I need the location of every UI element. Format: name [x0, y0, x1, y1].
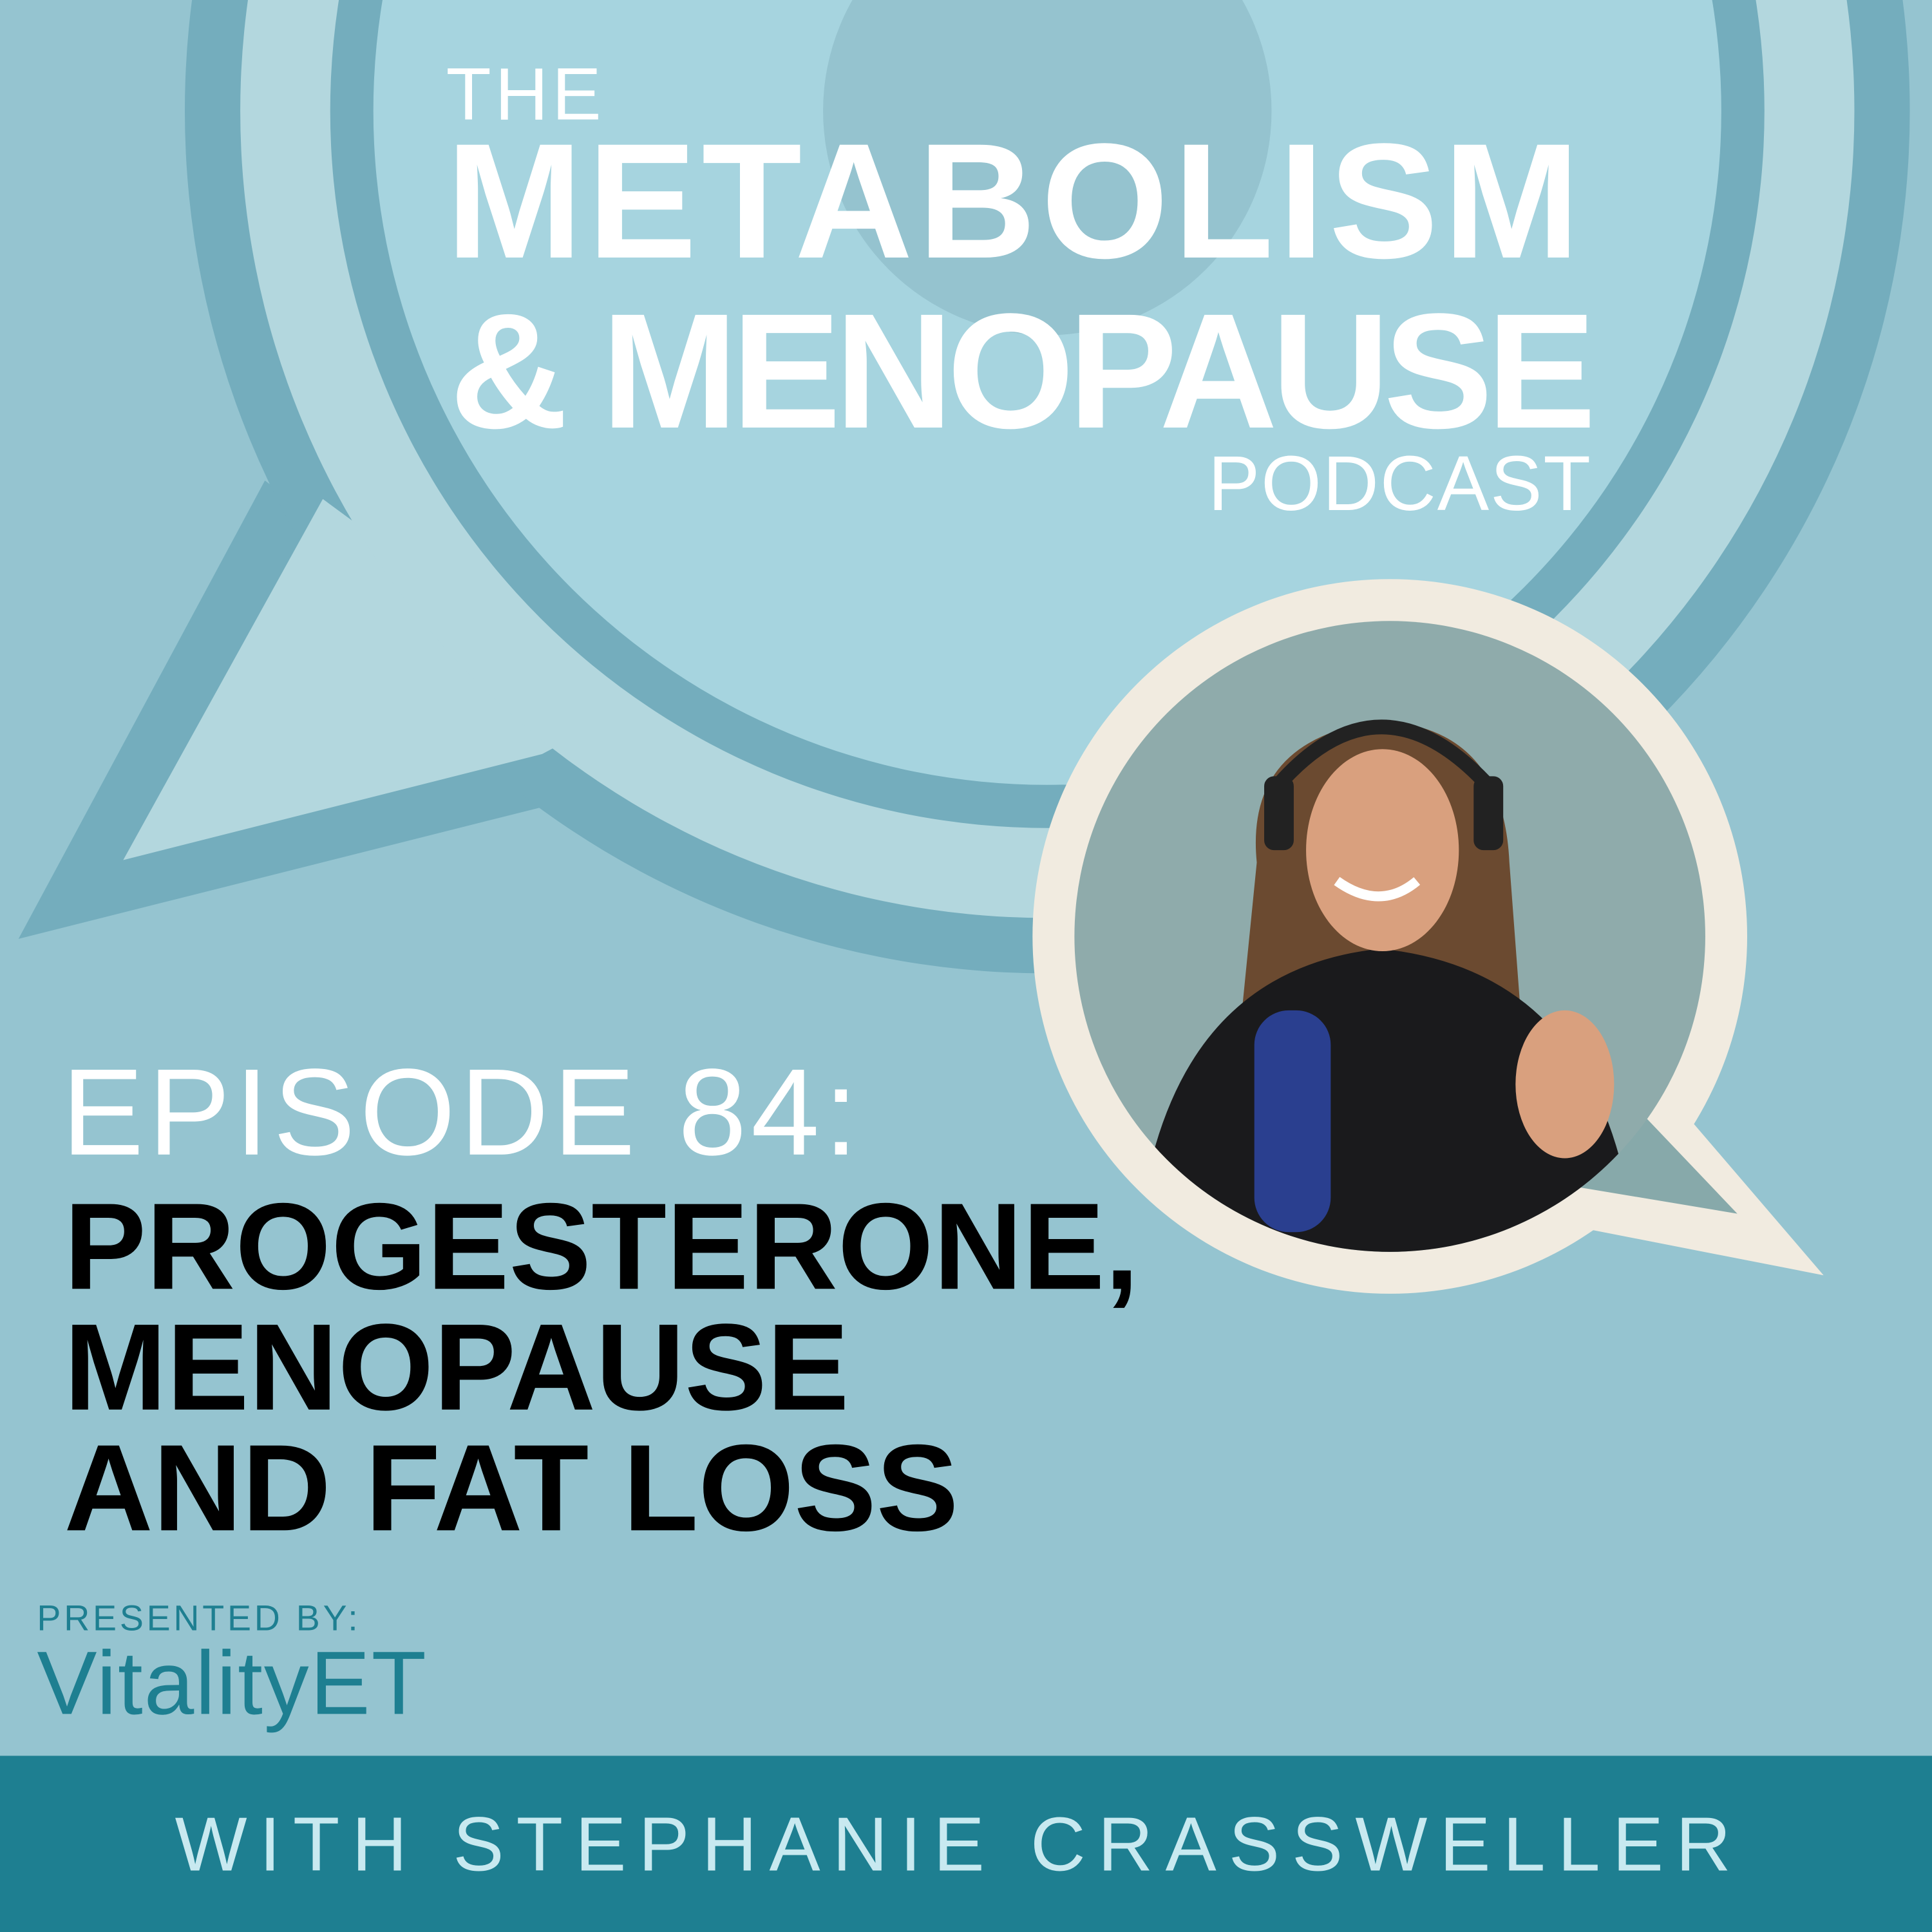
vitality-logo-text: VitalityET — [37, 1633, 428, 1734]
host-name: WITH STEPHANIE CRASSWELLER — [175, 1803, 1743, 1888]
episode-number: EPISODE 84: — [61, 1043, 863, 1182]
footer-bar — [0, 1756, 1932, 1932]
title-menopause: & MENOPAUSE — [450, 281, 1596, 464]
episode-title-line-2: MENOPAUSE — [64, 1298, 849, 1437]
episode-title-line-3: AND FAT LOSS — [64, 1419, 959, 1558]
host-illustration — [1133, 719, 1639, 1252]
host-photo-bubble — [1032, 579, 1824, 1294]
title-podcast: PODCAST — [1208, 440, 1592, 527]
episode-title-line-1: PROGESTERONE, — [64, 1178, 1139, 1316]
title-the: THE — [446, 53, 605, 136]
microphone-icon — [1254, 1010, 1331, 1233]
presented-by-label: PRESENTED BY: — [37, 1599, 361, 1639]
title-metabolism: METABOLISM — [446, 111, 1585, 294]
